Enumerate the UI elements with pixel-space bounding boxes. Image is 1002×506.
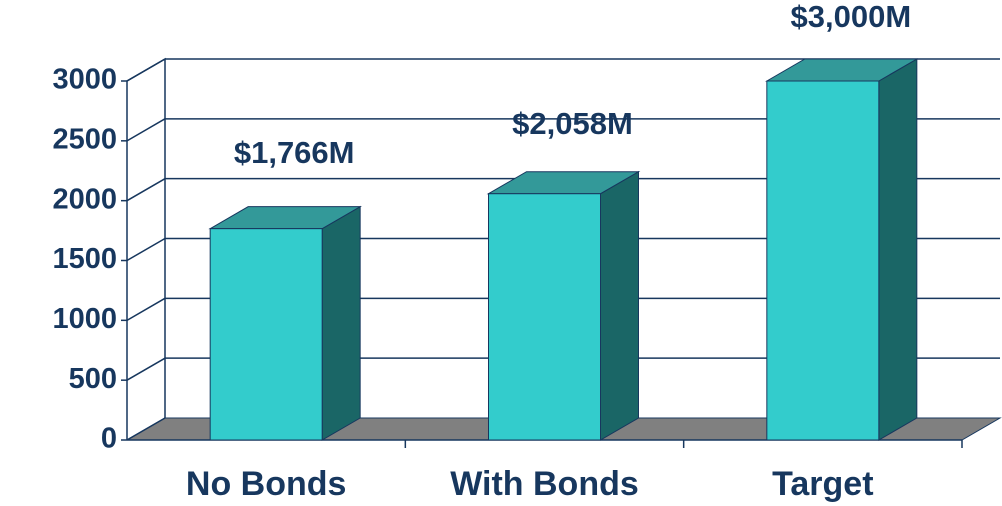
x-tick-label: Target bbox=[772, 465, 873, 503]
grid-line-side bbox=[126, 417, 166, 441]
y-tick-label: 2500 bbox=[52, 123, 117, 155]
y-tick-label: 1500 bbox=[52, 243, 117, 275]
grid-line-side bbox=[126, 118, 166, 142]
y-tick-label: 1000 bbox=[52, 303, 117, 335]
x-tick-label: No Bonds bbox=[186, 465, 347, 503]
grid-line-side bbox=[126, 357, 166, 381]
x-tick-label: With Bonds bbox=[450, 465, 639, 503]
bar-side bbox=[321, 205, 361, 441]
grid-line-side bbox=[126, 58, 166, 82]
y-tick-label: 3000 bbox=[52, 64, 117, 96]
y-tick-label: 500 bbox=[69, 363, 117, 395]
bar bbox=[209, 228, 323, 441]
grid-line-side bbox=[126, 178, 166, 202]
bar-side bbox=[600, 170, 639, 441]
y-tick-label: 0 bbox=[101, 423, 117, 455]
value-label: $2,058M bbox=[512, 106, 633, 141]
bar bbox=[488, 193, 601, 441]
grid-line-side bbox=[126, 297, 166, 321]
value-label: $1,766M bbox=[234, 135, 355, 170]
bar-side bbox=[878, 58, 918, 441]
value-label: $3,000M bbox=[791, 0, 912, 34]
bar bbox=[766, 80, 880, 441]
grid-line-side bbox=[126, 237, 166, 262]
y-tick-label: 2000 bbox=[52, 183, 117, 215]
